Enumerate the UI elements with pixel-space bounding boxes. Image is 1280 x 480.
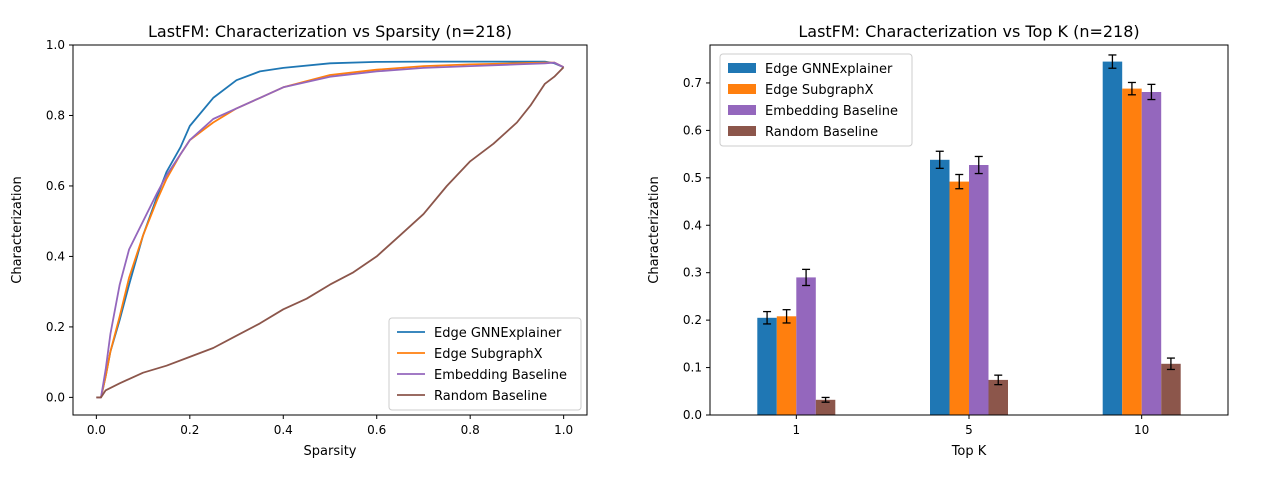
bar — [815, 399, 836, 415]
y-tick-label: 0.0 — [46, 390, 65, 404]
bar — [988, 379, 1008, 415]
legend-entry: Edge GNNExplainer — [434, 326, 562, 341]
legend-entry: Embedding Baseline — [434, 368, 567, 383]
sparsity-chart: 0.0 0.2 0.4 0.6 0.8 1.0 0.0 0.2 0.4 0.6 0.8 1.0 Last… — [10, 22, 588, 459]
x-axis-label: Sparsity — [304, 444, 357, 459]
plot-frame — [709, 44, 1229, 416]
legend-box — [388, 317, 582, 411]
y-tick-label: 0.6 — [683, 123, 702, 137]
bar — [1161, 363, 1181, 415]
topk-chart: 1 5 10 0.0 0.1 0.2 0.3 0.4 0.5 0.6 0.7 LastFM: Char… — [647, 22, 1229, 459]
legend-swatch — [728, 63, 756, 73]
series-line — [96, 61, 564, 399]
x-tick-label: 1 — [793, 423, 801, 437]
legend-entry: Random Baseline — [765, 125, 878, 140]
bar — [796, 277, 816, 415]
series-line — [96, 66, 565, 399]
x-tick-label: 0.6 — [367, 423, 386, 437]
x-tick-label: 0.2 — [180, 423, 199, 437]
y-axis-label: Characterization — [10, 176, 25, 284]
bar — [930, 159, 950, 415]
bar — [969, 165, 989, 415]
legend-entry: Embedding Baseline — [765, 104, 898, 119]
y-tick-label: 0.3 — [683, 266, 702, 280]
y-tick-label: 1.0 — [46, 38, 65, 52]
x-tick-label: 1.0 — [554, 423, 573, 437]
x-tick-label: 0.8 — [461, 423, 480, 437]
legend-entry: Edge SubgraphX — [765, 83, 874, 98]
y-tick-label: 0.7 — [683, 76, 702, 90]
x-tick-label: 0.4 — [274, 423, 293, 437]
x-tick-label: 0.0 — [87, 423, 106, 437]
y-tick-label: 0.4 — [46, 249, 65, 263]
legend-swatch — [728, 105, 756, 115]
series-line — [96, 61, 564, 399]
bar — [1122, 88, 1142, 415]
legend-entry: Edge GNNExplainer — [765, 62, 893, 77]
legend-box — [719, 53, 913, 147]
chart-title: LastFM: Characterization vs Sparsity (n=… — [148, 22, 512, 41]
x-tick-label: 10 — [1134, 423, 1149, 437]
bar — [1102, 61, 1123, 415]
y-tick-label: 0.5 — [683, 171, 702, 185]
y-tick-label: 0.6 — [46, 179, 65, 193]
bar — [949, 181, 969, 415]
legend-entry: Random Baseline — [434, 389, 547, 404]
chart-title: LastFM: Characterization vs Top K (n=218… — [798, 22, 1139, 41]
x-tick-label: 5 — [965, 423, 973, 437]
bar — [757, 317, 777, 415]
y-tick-label: 0.1 — [683, 361, 702, 375]
legend-swatch — [728, 84, 756, 94]
y-tick-label: 0.2 — [683, 313, 702, 327]
x-axis-label: Top K — [951, 444, 987, 459]
y-axis-label: Characterization — [647, 176, 662, 284]
legend-swatch — [728, 126, 756, 136]
bar — [776, 316, 797, 415]
y-tick-label: 0.0 — [683, 408, 702, 422]
y-tick-label: 0.8 — [46, 108, 65, 122]
bar — [1141, 92, 1162, 415]
y-tick-label: 0.4 — [683, 218, 702, 232]
legend-entry: Edge SubgraphX — [434, 347, 543, 362]
plot-frame — [72, 44, 588, 416]
y-tick-label: 0.2 — [46, 320, 65, 334]
